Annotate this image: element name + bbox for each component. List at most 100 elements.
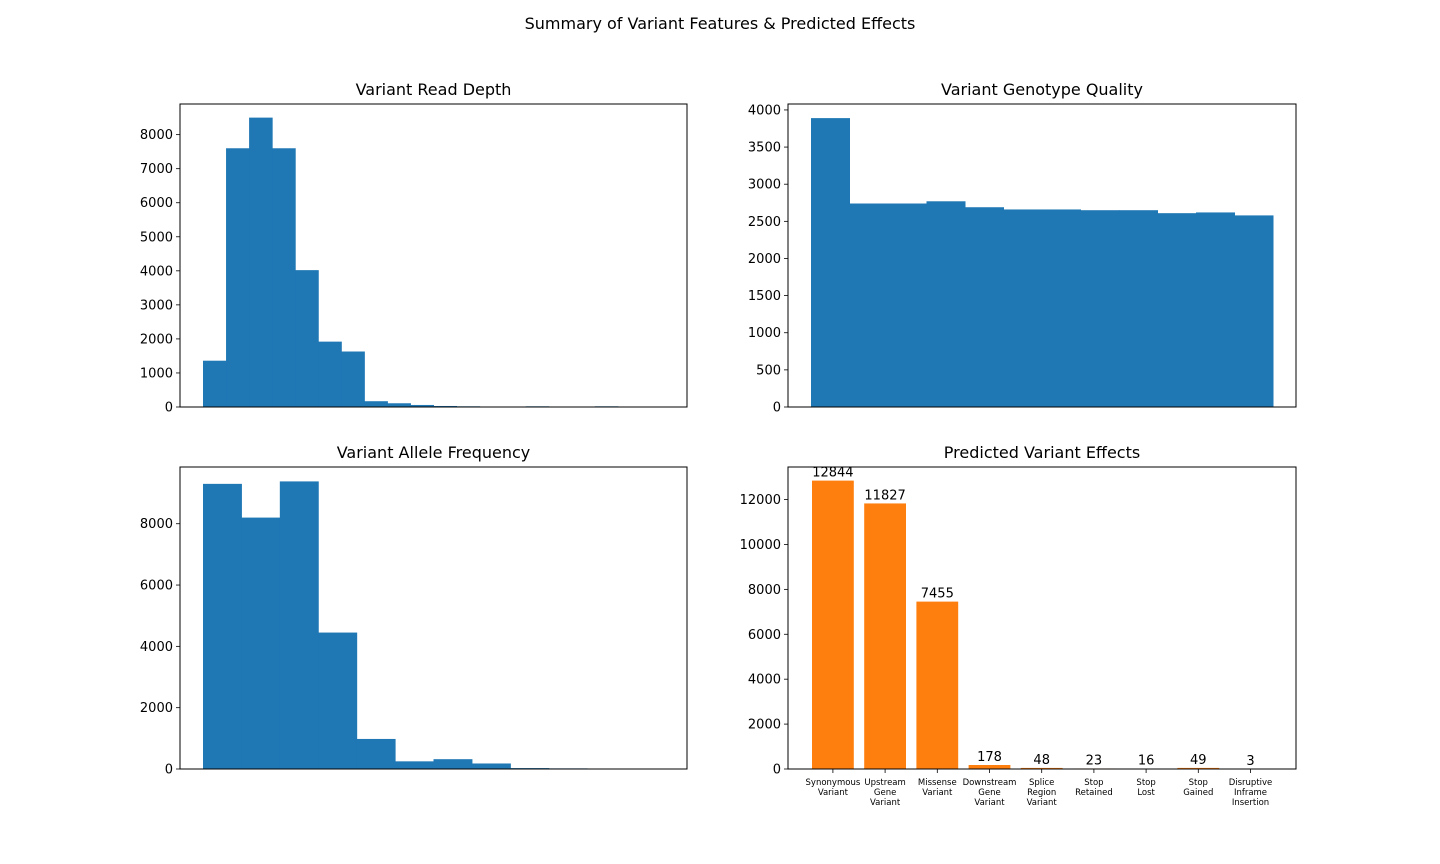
bar [965,207,1004,407]
chart-read-depth: Variant Read Depth 0 1000 2000 3000 4000 5000 6… [140,80,688,416]
category-label-line: Missense [918,778,957,788]
category-label-line: Gene [874,788,896,798]
y-tick-label: 8000 [140,128,173,143]
bar [318,341,342,407]
axes-frame [787,466,1297,770]
category-label-line: Variant [974,798,1005,808]
y-tick-label: 2500 [748,215,781,230]
y-tick-label: 6000 [140,196,173,211]
category-label: Stop Lost [1136,778,1155,798]
y-tick-label: 0 [165,763,173,778]
category-label: Synonymous Variant [806,778,861,798]
data-label: 178 [977,750,1002,765]
y-tick-label: 8000 [140,517,173,532]
bar [364,401,388,407]
y-tick-label: 3500 [748,141,781,156]
bar [864,503,906,769]
category-label-line: Retained [1075,788,1113,798]
category-label-line: Stop [1084,778,1103,788]
y-tick-label: 6000 [140,579,173,594]
y-tick-label: 2000 [748,252,781,267]
y-tick-label: 6000 [748,628,781,643]
bar [1042,209,1081,407]
bar [433,759,473,769]
bar [1196,212,1235,407]
category-label: Downstream Gene Variant [963,778,1017,808]
y-tick-label: 500 [756,363,781,378]
category-label-line: Variant [870,798,901,808]
chart-variant-effects: Predicted Variant Effects 12844 Synonymous… [740,443,1297,808]
category-label-line: Variant [1027,798,1058,808]
category-label-line: Upstream [864,778,905,788]
bar [395,761,434,769]
y-tick-label: 4000 [140,264,173,279]
data-label: 11827 [864,488,905,503]
bar [341,351,365,407]
bar [1080,210,1120,407]
category-label: Disruptive Inframe Insertion [1229,778,1273,808]
y-tick-label: 4000 [748,103,781,118]
y-tick-label: 1000 [140,366,173,381]
y-tick-label: 2000 [748,718,781,733]
bar [203,360,227,407]
category-label: Upstream Gene Variant [864,778,905,808]
y-tick-label: 3000 [748,178,781,193]
y-tick-label: 2000 [140,332,173,347]
category-label-line: Variant [818,788,849,798]
bar [279,481,319,769]
data-label: 12844 [812,466,853,481]
category-label: Missense Variant [918,778,957,798]
data-label: 23 [1086,753,1103,768]
category-label-line: Inframe [1234,788,1267,798]
bar [968,765,1011,769]
bar [272,148,296,407]
bar [387,403,411,407]
y-tick-label: 8000 [748,583,781,598]
chart-allele-frequency: Variant Allele Frequency 0 2000 4000 6000 800… [140,443,688,778]
bar [1177,767,1220,769]
y-tick-label: 12000 [740,493,781,508]
bar [356,738,396,769]
y-tick-label: 0 [773,401,781,416]
y-tick-label: 7000 [140,162,173,177]
y-tick-label: 1000 [748,326,781,341]
category-label: Stop Gained [1183,778,1213,798]
category-label: Stop Retained [1075,778,1113,798]
chart-title: Variant Allele Frequency [337,443,531,462]
bar [1157,213,1197,407]
category-label-line: Stop [1189,778,1208,788]
y-tick-label: 4000 [140,640,173,655]
category-label: Splice Region Variant [1027,778,1058,808]
bar [1234,215,1274,407]
bar [888,203,927,407]
bar [849,203,889,407]
bar [811,118,850,408]
category-label-line: Lost [1137,788,1155,798]
y-tick-label: 2000 [140,701,173,716]
bar [241,517,281,769]
category-label-line: Synonymous [806,778,861,788]
data-label: 49 [1190,753,1207,768]
data-label: 7455 [921,587,954,602]
category-label-line: Disruptive [1229,778,1273,788]
bar [410,404,434,407]
y-tick-label: 4000 [748,673,781,688]
axes-frame [787,103,1297,408]
category-label-line: Gained [1183,788,1213,798]
bar [1003,209,1043,407]
axes-frame [179,103,688,408]
y-tick-label: 0 [165,401,173,416]
chart-title: Variant Read Depth [356,80,512,99]
category-label-line: Stop [1136,778,1155,788]
bar [926,201,966,407]
bar [226,148,250,407]
bar [203,483,242,769]
category-label-line: Splice [1029,778,1054,788]
bar [916,601,959,769]
data-label: 48 [1033,753,1050,768]
category-label-line: Gene [978,788,1000,798]
bar [249,117,273,408]
category-label-line: Insertion [1232,798,1269,808]
y-tick-label: 5000 [140,230,173,245]
